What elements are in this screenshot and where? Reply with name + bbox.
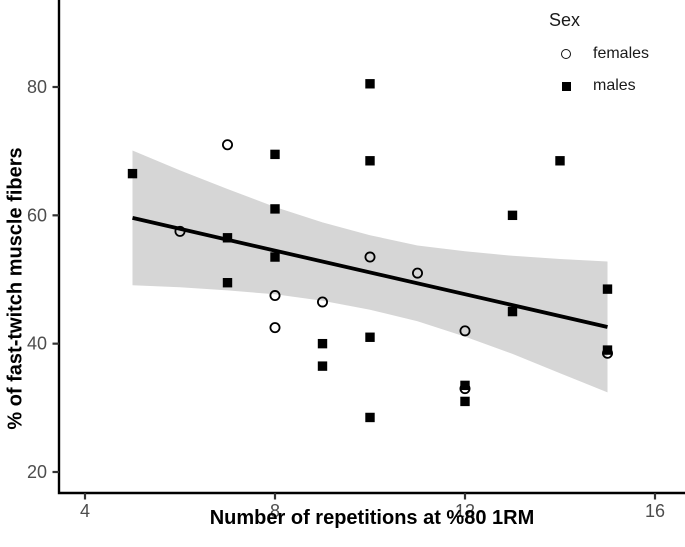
x-tick-label: 4 — [80, 501, 90, 521]
x-tick-label: 8 — [270, 501, 280, 521]
data-point-male — [365, 79, 375, 89]
open-circle-icon — [549, 49, 583, 59]
data-point-male — [270, 204, 280, 214]
data-point-female — [269, 290, 281, 302]
data-point-male — [555, 156, 565, 166]
data-point-female — [459, 325, 471, 337]
legend-label-females: females — [593, 45, 650, 62]
x-tick-label: 16 — [645, 501, 665, 521]
data-point-female — [364, 251, 376, 263]
y-tick-label: 60 — [27, 205, 47, 225]
legend: Sex females males — [549, 10, 679, 107]
y-axis-title: % of fast-twitch muscle fibers — [4, 147, 27, 430]
data-point-male — [222, 233, 233, 243]
data-point-male — [365, 332, 375, 342]
legend-item-females: females — [549, 43, 679, 65]
regression-line-layer — [132, 216, 608, 329]
data-point-male — [507, 210, 518, 221]
data-point-male — [317, 338, 328, 349]
data-point-female — [221, 139, 233, 151]
data-point-male — [365, 156, 375, 166]
data-point-male — [222, 278, 233, 288]
data-point-male — [460, 396, 470, 407]
tick-labels-layer: 4 8 12 16 20 40 60 80 — [27, 77, 665, 521]
data-point-male — [270, 149, 280, 160]
x-tick-label: 12 — [455, 501, 475, 521]
filled-square-icon — [549, 81, 583, 91]
regression-line — [132, 216, 608, 329]
data-point-male — [602, 284, 613, 294]
data-point-female — [269, 322, 281, 334]
y-tick-label: 20 — [27, 462, 47, 482]
axes-layer — [57, 0, 685, 495]
y-tick-label: 80 — [27, 77, 47, 97]
legend-item-males: males — [549, 75, 679, 97]
data-point-female — [316, 296, 328, 308]
data-point-male — [507, 306, 518, 317]
legend-label-males: males — [593, 77, 636, 94]
data-point-female — [411, 267, 423, 279]
axis-lines — [57, 0, 685, 495]
tick-marks-layer — [52, 85, 657, 500]
legend-title: Sex — [549, 10, 581, 30]
data-point-male — [127, 168, 138, 179]
data-point-female — [174, 225, 186, 237]
data-point-male — [602, 345, 613, 355]
data-point-male — [270, 252, 280, 262]
data-point-male — [317, 361, 328, 371]
data-point-male — [365, 412, 375, 423]
data-points-layer — [127, 79, 614, 423]
x-axis-title: Number of repetitions at %80 1RM — [209, 507, 535, 529]
data-point-male — [460, 380, 470, 391]
y-tick-label: 40 — [27, 334, 47, 354]
